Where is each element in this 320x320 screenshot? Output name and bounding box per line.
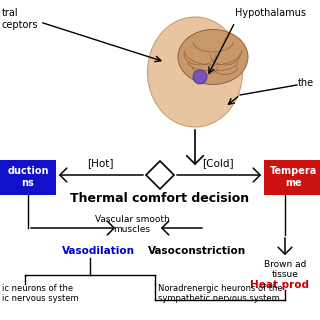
- Polygon shape: [146, 161, 174, 189]
- Text: tral
ceptors: tral ceptors: [2, 8, 38, 30]
- Ellipse shape: [148, 17, 243, 127]
- FancyBboxPatch shape: [264, 160, 320, 195]
- FancyBboxPatch shape: [0, 160, 56, 195]
- Text: Brown ad
tissue: Brown ad tissue: [264, 260, 306, 279]
- Text: Vascular smooth
muscles: Vascular smooth muscles: [95, 215, 169, 234]
- Text: the: the: [298, 78, 314, 88]
- Ellipse shape: [178, 29, 248, 84]
- Text: Heat prod: Heat prod: [250, 280, 309, 290]
- Text: Tempera
me: Tempera me: [270, 166, 318, 188]
- Text: Vasodilation: Vasodilation: [62, 246, 135, 256]
- Text: Vasoconstriction: Vasoconstriction: [148, 246, 246, 256]
- Text: Noradrenergic heurons of the
sympathetic nervous system: Noradrenergic heurons of the sympathetic…: [158, 284, 283, 303]
- Text: Hypothalamus: Hypothalamus: [235, 8, 306, 18]
- Text: ic neurons of the
ic nervous system: ic neurons of the ic nervous system: [2, 284, 79, 303]
- Text: [Cold]: [Cold]: [202, 158, 234, 168]
- Text: Thermal comfort decision: Thermal comfort decision: [70, 192, 250, 205]
- Circle shape: [193, 70, 207, 84]
- Text: duction
ns: duction ns: [7, 166, 49, 188]
- Text: [Hot]: [Hot]: [87, 158, 113, 168]
